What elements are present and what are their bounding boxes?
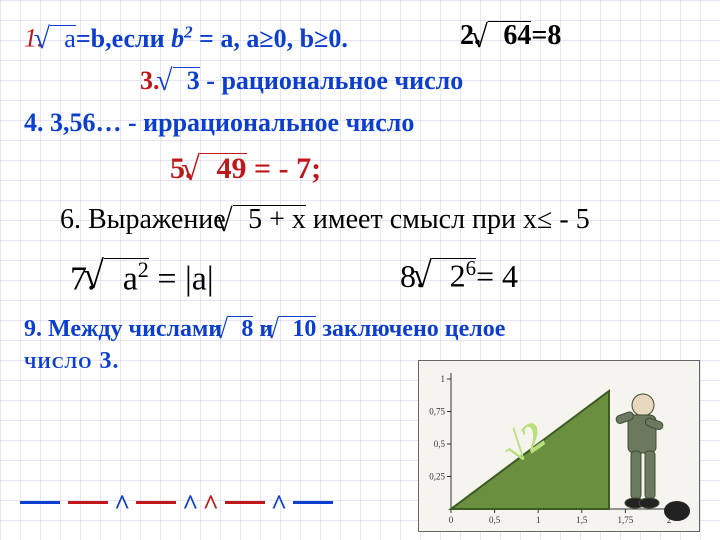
answer-caret: ^ [271,490,287,522]
item-9-pre: 9. Между числами [24,316,228,342]
item-9-post: заключено целое [322,316,505,342]
item-1-sqrt: a [50,25,76,52]
answer-caret: ^ [182,490,198,522]
item-7-sqrt: a2 [104,258,149,296]
item-9-line1: 9. Между числами 8 и 10 заключено целое [24,316,505,343]
answer-caret: ^ [114,490,130,522]
item-6-sqrt: 5 + x [233,205,306,234]
item-5-sqrt: 49 [200,153,247,184]
item-2-sqrt: 64 [488,21,531,50]
item-8: 8. 26= 4 [400,258,518,295]
item-4: 4. 3,56… - иррациональное число [24,108,414,138]
item-8-eq: = 4 [476,258,518,294]
item-2: 2. 64=8 [460,20,561,52]
item-3-sqrt: 3 [173,67,200,94]
svg-text:0,5: 0,5 [434,439,446,449]
answer-blank [136,501,176,504]
svg-text:1,75: 1,75 [618,515,634,525]
item-7: 7. a2 = |a| [70,258,214,298]
answer-blank [20,501,60,504]
svg-text:0,75: 0,75 [429,407,445,417]
illustration: 0,250,50,751 00,511,51,752 √2 [418,360,700,532]
answer-blank [225,501,265,504]
item-5-tail: = - 7; [247,152,322,185]
item-6: 6. Выражение 5 + x имеет смысл при x≤ - … [60,204,590,236]
item-3-tail: - рациональное число [200,66,463,95]
item-4-text: 4. 3,56… - иррациональное число [24,108,414,137]
svg-text:1: 1 [441,374,446,384]
item-8-sqrt: 26 [432,258,476,292]
answer-blank [68,501,108,504]
illustration-svg: 0,250,50,751 00,511,51,752 √2 [419,361,699,531]
item-3: 3. 3 - рациональное число [140,66,463,96]
item-9-line2: число 3. [24,348,119,375]
item-1-tail: = a, a≥0, b≥0. [193,24,348,53]
item-9-sqrt-2: 10 [279,316,316,341]
answer-blank [293,501,333,504]
item-1: 1. a=b,если b2 = a, a≥0, b≥0. [24,22,348,54]
svg-text:0: 0 [449,515,454,525]
answer-caret: ^ [203,490,219,522]
svg-text:1,5: 1,5 [576,515,588,525]
item-6-post: имеет смысл при x≤ - 5 [313,204,590,235]
item-2-eq: =8 [531,20,561,51]
item-6-pre: 6. Выражение [60,204,233,235]
svg-text:0,25: 0,25 [429,472,445,482]
svg-text:0,5: 0,5 [489,515,501,525]
svg-text:1: 1 [536,515,541,525]
item-9-sqrt-1: 8 [228,316,253,341]
item-1-after: =b,если [76,24,171,53]
answer-key-row: ^^^^ [16,486,337,518]
item-5: 5. 49 = - 7; [170,152,321,186]
item-7-eq: = |a| [149,260,214,297]
